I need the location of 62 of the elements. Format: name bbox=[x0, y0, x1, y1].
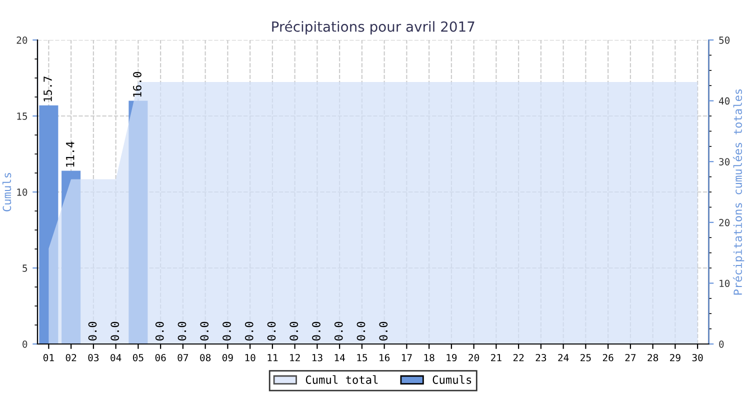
y-tick-label: 15 bbox=[17, 112, 27, 120]
y-axis-title: Cumuls bbox=[2, 173, 12, 212]
x-tick-label: 17 bbox=[402, 354, 412, 362]
x-tick-label: 30 bbox=[692, 354, 703, 362]
x-tick-label: 21 bbox=[491, 354, 502, 362]
x-tick-label: 02 bbox=[66, 354, 76, 362]
x-tick-label: 09 bbox=[222, 354, 233, 362]
x-tick-label: 14 bbox=[334, 354, 345, 362]
x-tick-label: 06 bbox=[155, 354, 166, 362]
chart-title: Précipitations pour avril 2017 bbox=[272, 20, 474, 35]
y2-tick-label: 30 bbox=[719, 158, 730, 166]
y2-tick-label: 10 bbox=[720, 280, 730, 288]
y2-tick-label: 0 bbox=[719, 340, 724, 348]
data-label: 0.0 bbox=[312, 322, 320, 340]
x-tick-label: 19 bbox=[446, 354, 457, 362]
y-tick-label: 5 bbox=[22, 264, 27, 272]
data-label: 0.0 bbox=[222, 322, 231, 340]
x-tick-label: 01 bbox=[43, 354, 54, 362]
data-label: 0.0 bbox=[290, 322, 298, 340]
y2-tick-label: 40 bbox=[718, 97, 730, 105]
legend-label: Cumuls bbox=[432, 375, 472, 384]
y-tick-label: 10 bbox=[17, 188, 28, 196]
data-label: 0.0 bbox=[155, 322, 164, 340]
x-tick-label: 15 bbox=[357, 354, 368, 362]
x-tick-label: 23 bbox=[536, 354, 546, 362]
y-tick-label: 0 bbox=[22, 340, 28, 348]
x-tick-label: 25 bbox=[580, 354, 591, 362]
data-label: 0.0 bbox=[110, 322, 120, 340]
data-label: 16.0 bbox=[133, 72, 142, 97]
x-tick-label: 11 bbox=[268, 354, 278, 362]
x-tick-label: 13 bbox=[312, 354, 322, 362]
x-tick-label: 16 bbox=[380, 354, 390, 362]
data-label: 0.0 bbox=[200, 322, 209, 340]
data-label: 0.0 bbox=[244, 322, 254, 340]
x-tick-label: 18 bbox=[424, 354, 434, 362]
y2-tick-label: 20 bbox=[719, 218, 730, 226]
data-label: 0.0 bbox=[356, 322, 366, 340]
x-tick-label: 24 bbox=[558, 354, 569, 362]
x-tick-label: 22 bbox=[513, 354, 524, 362]
data-label: 0.0 bbox=[267, 322, 276, 340]
x-tick-label: 07 bbox=[178, 354, 188, 362]
y2-axis-title: Précipitations cumulées totales bbox=[732, 89, 744, 295]
text: Cumul total bbox=[306, 375, 378, 384]
data-label: 0.0 bbox=[88, 322, 97, 340]
x-tick-label: 08 bbox=[200, 354, 211, 362]
data-label: 0.0 bbox=[379, 322, 388, 340]
x-tick-label: 29 bbox=[670, 354, 680, 362]
x-tick-label: 04 bbox=[110, 354, 122, 362]
x-tick-label: 28 bbox=[648, 354, 658, 362]
x-tick-label: 03 bbox=[88, 354, 99, 362]
x-tick-label: 26 bbox=[602, 354, 614, 362]
y-tick-label: 20 bbox=[16, 36, 28, 44]
x-tick-label: 10 bbox=[245, 354, 256, 362]
data-label: 0.0 bbox=[178, 322, 186, 340]
x-tick-label: 12 bbox=[290, 354, 300, 362]
data-label: 15.7 bbox=[44, 76, 52, 102]
x-tick-label: 27 bbox=[625, 354, 636, 362]
y2-tick-label: 50 bbox=[719, 36, 730, 44]
data-label: 11.4 bbox=[66, 142, 74, 167]
data-label: 0.0 bbox=[334, 322, 343, 340]
x-tick-label: 05 bbox=[132, 354, 144, 362]
x-tick-label: 20 bbox=[468, 354, 480, 362]
